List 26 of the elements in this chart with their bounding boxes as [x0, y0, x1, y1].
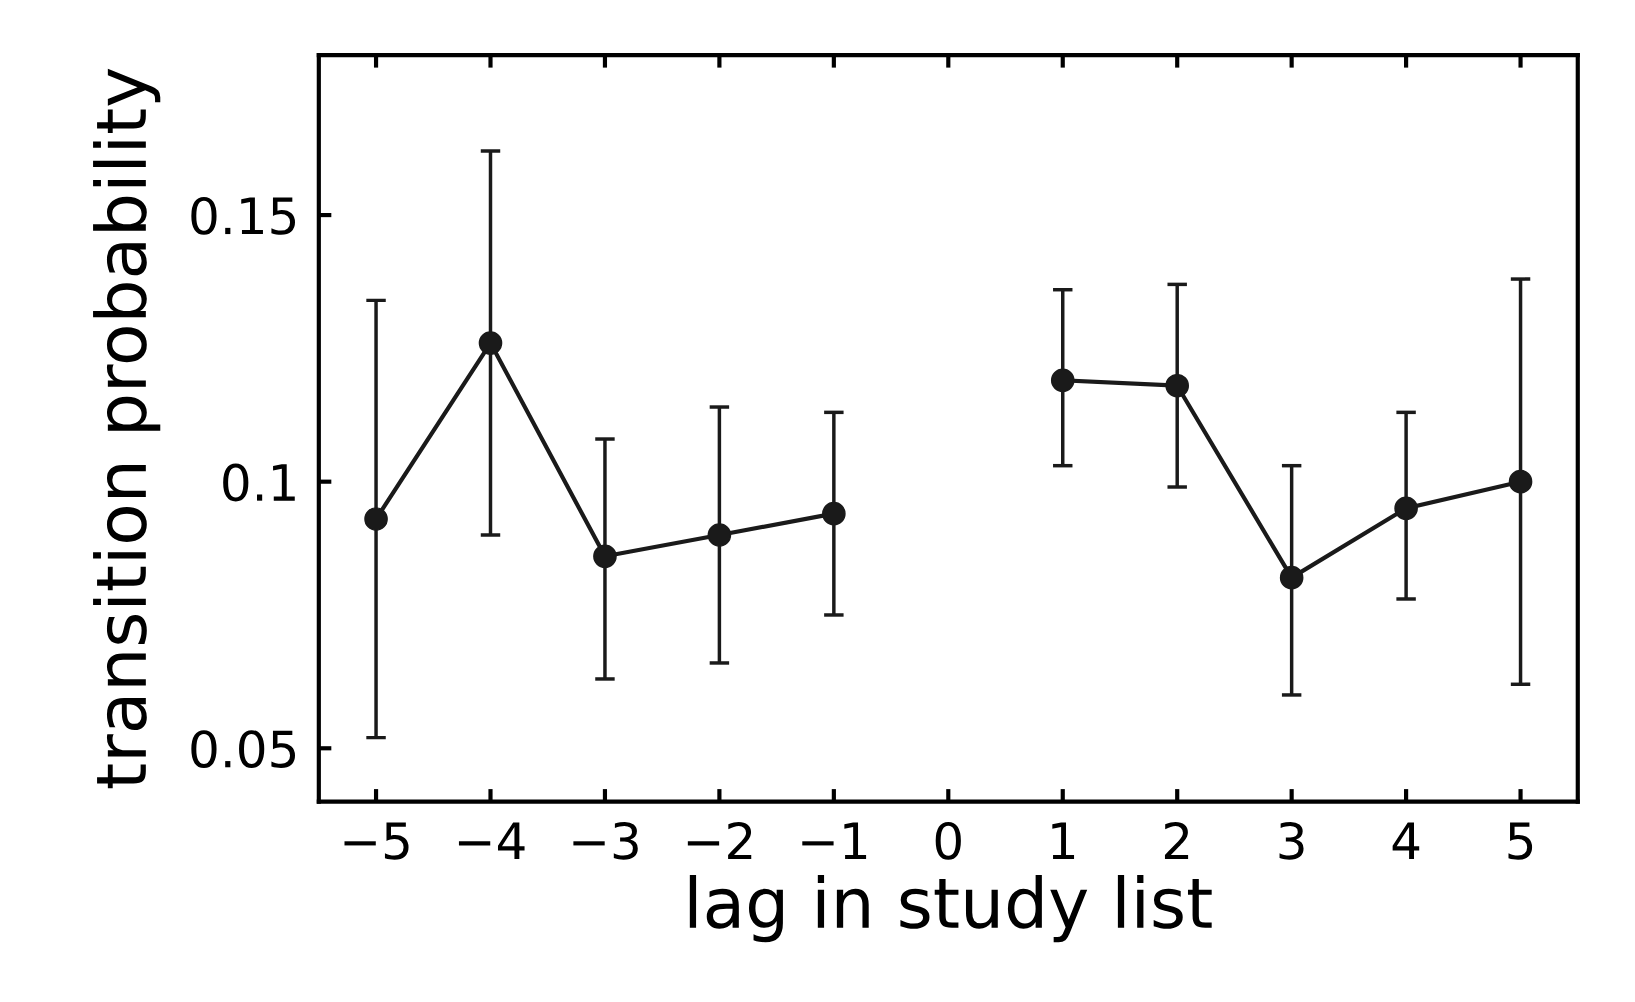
x-tick-label: −5 [344, 822, 409, 860]
y-tick-label: 0.1 [223, 463, 295, 502]
x-tick-label: 5 [1508, 822, 1533, 860]
point [1165, 373, 1190, 398]
y-tick-label: 0.05 [191, 730, 296, 768]
point [822, 501, 846, 526]
point [1508, 469, 1533, 494]
point [478, 331, 503, 355]
y-tick-label: 0.15 [191, 196, 296, 235]
point [1394, 496, 1418, 521]
x-tick-label: −3 [573, 821, 638, 860]
point [593, 544, 617, 569]
y-axis-title: transition probability [93, 68, 161, 789]
x-tick-label: −1 [802, 822, 867, 860]
x-axis-title: lag in study list [689, 874, 1212, 943]
point [1050, 368, 1075, 393]
x-tick-label: 4 [1392, 822, 1420, 860]
point [364, 507, 388, 531]
point [1279, 565, 1304, 590]
x-tick-label: −4 [458, 822, 525, 860]
x-tick-label: −2 [687, 821, 752, 860]
x-tick-label: 0 [935, 821, 961, 860]
x-tick-label: 1 [1052, 822, 1075, 860]
point [707, 523, 732, 547]
x-tick-label: 2 [1164, 821, 1189, 860]
x-tick-label: 3 [1279, 821, 1304, 860]
